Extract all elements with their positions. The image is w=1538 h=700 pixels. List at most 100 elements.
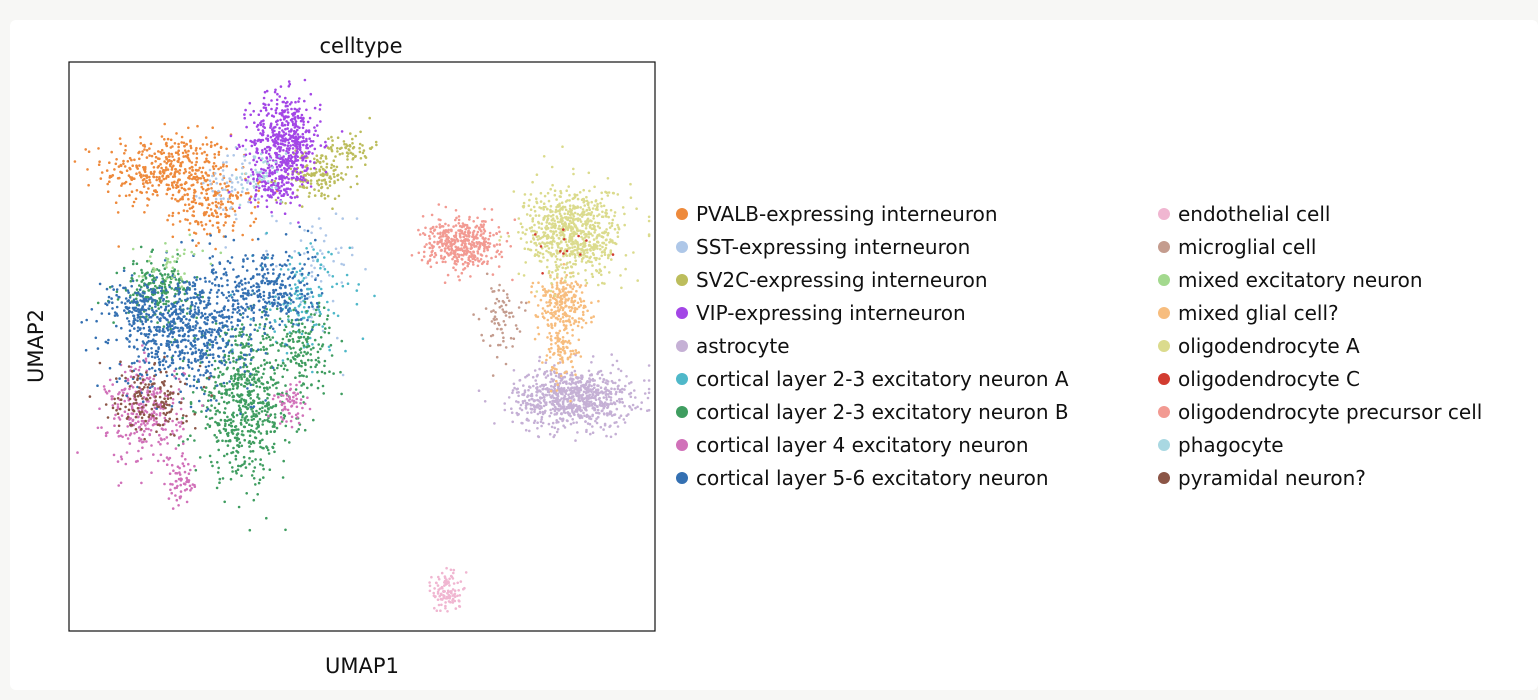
data-point [219,346,222,350]
data-point [614,392,618,396]
data-point [305,297,309,300]
data-point [166,137,170,141]
data-point [260,315,264,319]
data-point [281,337,285,341]
data-point [153,356,157,359]
data-point [325,162,329,166]
data-point [208,291,212,294]
data-point [248,423,251,427]
data-point [279,146,283,149]
data-point [329,177,333,180]
data-point [145,176,149,179]
data-point [230,181,234,184]
data-point [177,178,181,181]
data-point [269,308,272,312]
data-point [227,317,231,320]
data-point [230,256,234,259]
data-point [272,405,275,408]
data-point [236,181,240,184]
data-point [107,301,111,304]
data-point [240,474,243,478]
data-point [253,198,257,202]
data-point [250,308,254,312]
data-point [225,181,229,184]
data-point [266,396,269,400]
data-point [313,338,317,342]
data-point [180,141,183,144]
data-point [288,441,291,444]
data-point [144,174,148,177]
data-point [182,315,185,319]
data-point [320,165,323,169]
data-point [544,361,548,365]
data-point [268,155,272,158]
data-point [544,383,547,387]
data-point [219,370,222,374]
data-point [547,422,551,426]
data-point [262,476,265,479]
data-point [477,389,481,393]
data-point [176,282,180,286]
data-point [252,306,255,310]
data-point [263,409,267,413]
data-point [289,298,293,302]
data-point [194,468,198,472]
data-point [238,309,241,312]
data-point [199,147,202,150]
data-point [156,194,159,197]
data-point [293,267,296,270]
data-point [246,382,249,386]
data-point [177,279,181,282]
data-point [224,422,227,426]
data-point [224,271,228,274]
data-point [281,111,284,115]
data-point [199,386,203,389]
data-point [258,323,262,326]
data-point [248,445,251,448]
data-point [113,314,117,317]
data-point [211,343,215,347]
data-point [266,392,270,396]
data-point [213,387,216,390]
data-point [214,271,218,274]
data-point [206,206,209,210]
data-point [264,108,268,112]
data-point [580,374,583,378]
data-point [189,468,192,472]
data-point [341,284,345,288]
data-point [288,412,291,415]
data-point [172,341,175,344]
data-point [512,369,516,372]
data-point [298,148,302,151]
data-point [203,178,207,182]
data-point [173,173,176,176]
data-point [247,175,250,179]
data-point [517,394,520,398]
data-point [267,452,271,455]
data-point [273,430,277,433]
data-point [237,285,241,288]
data-point [276,147,279,150]
data-point [273,450,276,454]
data-point [312,259,315,262]
data-point [561,381,565,385]
data-point [307,257,310,261]
data-point [148,147,151,150]
data-point [182,374,185,377]
data-point [318,168,322,171]
data-point [128,296,132,299]
data-point [317,308,321,311]
data-point [174,367,178,371]
data-point [147,361,151,365]
data-point [164,177,168,180]
data-point [294,100,297,104]
data-point [619,388,622,392]
data-point [130,362,134,365]
data-point [114,413,117,417]
data-point [135,297,138,301]
data-point [244,309,247,312]
data-point [295,142,299,146]
data-point [260,195,264,198]
data-point [152,419,156,422]
data-point [301,267,304,270]
